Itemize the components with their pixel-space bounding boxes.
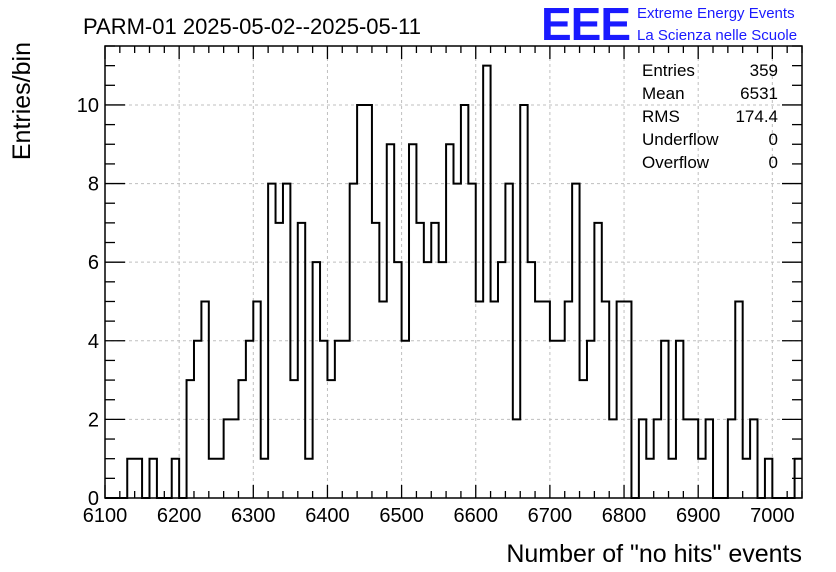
stats-label-entries: Entries [642, 61, 695, 80]
x-tick-label: 6400 [305, 505, 350, 527]
x-tick-label: 6800 [602, 505, 647, 527]
x-tick-label: 6600 [453, 505, 498, 527]
y-tick-label: 0 [88, 488, 99, 510]
x-tick-label: 6100 [83, 505, 128, 527]
x-tick-label: 6300 [231, 505, 276, 527]
eee-subtitle-line1: Extreme Energy Events [637, 5, 795, 22]
y-tick-label: 10 [77, 95, 99, 117]
y-tick-label: 8 [88, 174, 99, 196]
x-tick-label: 6500 [379, 505, 424, 527]
stats-label-mean: Mean [642, 84, 685, 103]
stats-value-underflow: 0 [769, 130, 778, 149]
y-tick-label: 2 [88, 409, 99, 431]
x-tick-labels: 6100 6200 6300 6400 6500 6600 6700 6800 6900 7000 [83, 505, 795, 527]
stats-label-overflow: Overflow [642, 153, 710, 172]
x-tick-label: 6700 [528, 505, 573, 527]
eee-subtitle-line2: La Scienza nelle Scuole [637, 27, 797, 44]
axis-ticks [104, 45, 803, 499]
y-tick-label: 4 [88, 331, 99, 353]
x-tick-label: 6900 [676, 505, 721, 527]
y-tick-labels: 0 2 4 6 8 10 [77, 95, 99, 510]
stats-value-overflow: 0 [769, 153, 778, 172]
stats-label-underflow: Underflow [642, 130, 719, 149]
stats-label-rms: RMS [642, 107, 680, 126]
eee-logo: EEE [541, 0, 630, 50]
histogram-line [105, 64, 802, 499]
x-tick-label: 6200 [157, 505, 202, 527]
stats-value-rms: 174.4 [735, 107, 778, 126]
stats-value-entries: 359 [750, 61, 778, 80]
stats-value-mean: 6531 [740, 84, 778, 103]
chart-title: PARM-01 2025-05-02--2025-05-11 [83, 14, 421, 39]
x-axis-title: Number of "no hits" events [506, 540, 802, 568]
y-tick-label: 6 [88, 252, 99, 274]
stats-box: Entries 359 Mean 6531 RMS 174.4 Underflo… [642, 61, 778, 172]
x-tick-label: 7000 [750, 505, 795, 527]
plot-frame [104, 45, 803, 499]
y-axis-title: Entries/bin [8, 42, 36, 160]
